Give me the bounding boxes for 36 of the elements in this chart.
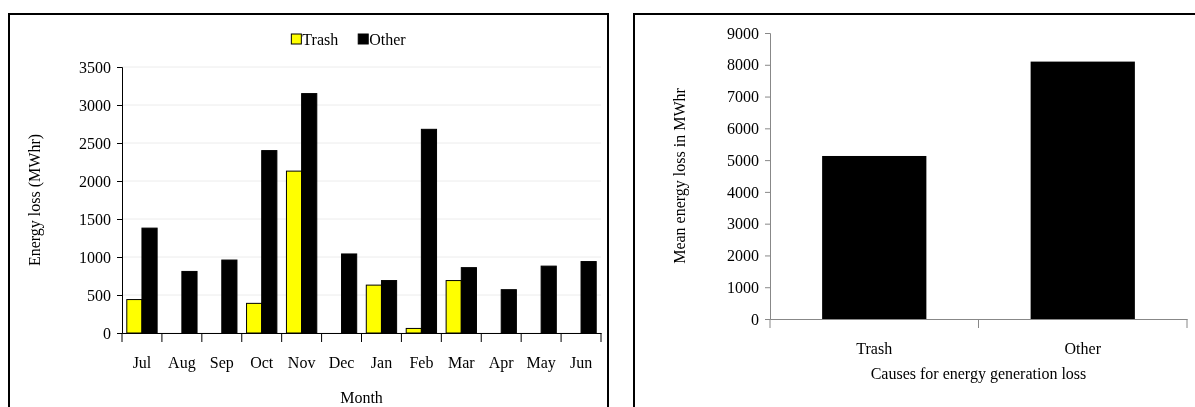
x-axis-title: Month [340, 389, 383, 406]
x-tick-label: Jan [370, 354, 393, 372]
x-tick-label: Apr [488, 354, 515, 373]
x-tick-label: Sep [209, 354, 234, 373]
y-tick-label: 3000 [727, 215, 759, 233]
x-axis-title: Causes for energy generation loss [870, 365, 1087, 383]
x-tick-label: Feb [409, 354, 434, 372]
y-tick-label: 3500 [79, 58, 111, 76]
y-tick-label: 1000 [727, 278, 759, 296]
legend-label: Trash [302, 31, 339, 48]
y-tick-label: 6000 [727, 119, 759, 137]
y-axis-title: Mean energy loss in MWhr [671, 87, 689, 264]
x-tick-label: May [526, 354, 556, 373]
y-tick-label: 1500 [79, 210, 111, 228]
legend-label: Other [369, 31, 407, 48]
y-tick-label: 1000 [79, 248, 111, 266]
x-tick-label: Nov [287, 354, 316, 372]
y-tick-label: 3000 [79, 96, 111, 114]
x-tick-label: Oct [250, 354, 274, 372]
x-tick-label: Mar [447, 354, 476, 372]
y-axis-title: Energy loss (MWhr) [26, 133, 44, 267]
y-tick-label: 500 [87, 286, 111, 304]
x-tick-label: Dec [328, 354, 355, 372]
x-tick-label: Jun [569, 354, 593, 372]
y-tick-label: 0 [751, 310, 759, 328]
y-tick-label: 2000 [79, 172, 111, 190]
x-tick-label: Aug [168, 354, 196, 373]
y-tick-label: 0 [103, 324, 111, 342]
y-tick-label: 9000 [727, 24, 759, 42]
y-tick-label: 2000 [727, 247, 759, 265]
y-tick-label: 8000 [727, 56, 759, 74]
y-tick-label: 2500 [79, 134, 111, 152]
y-tick-label: 7000 [727, 88, 759, 106]
y-tick-label: 5000 [727, 151, 759, 169]
x-tick-label: Jul [132, 354, 152, 372]
y-tick-label: 4000 [727, 183, 759, 201]
